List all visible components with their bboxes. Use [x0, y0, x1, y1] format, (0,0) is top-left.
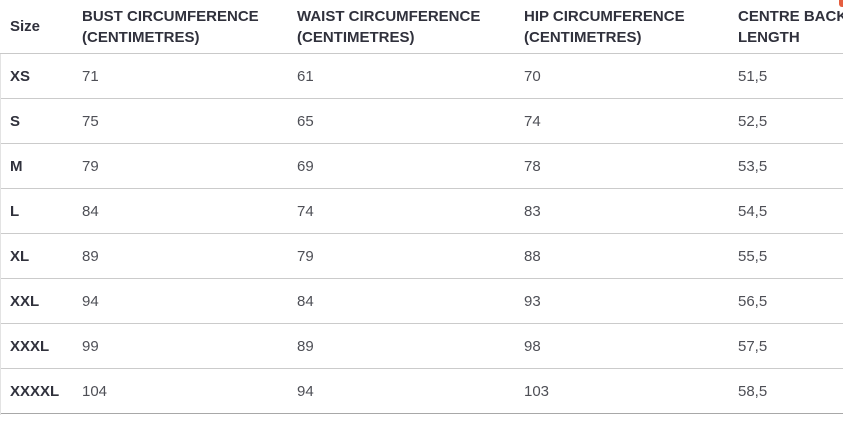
measurement-cell: 69	[297, 157, 314, 175]
size-label: S	[10, 112, 21, 130]
column-header-2: HIP CIRCUMFERENCE (CENTIMETRES)	[514, 0, 728, 54]
measurement-cell: 75	[82, 112, 99, 130]
measurement-cell: 61	[297, 67, 314, 85]
measurement-cell: 57,5	[738, 337, 768, 355]
table-row-xxxl: XXXL 99 89 98 57,5	[0, 324, 843, 369]
measurement-cell: 104	[82, 382, 108, 400]
measurement-cell: 65	[297, 112, 314, 130]
measurement-cell: 88	[524, 247, 541, 265]
table-row-m: M 79 69 78 53,5	[0, 144, 843, 189]
measurement-cell: 94	[82, 292, 99, 310]
table-row-xxl: XXL 94 84 93 56,5	[0, 279, 843, 324]
measurement-cell: 52,5	[738, 112, 768, 130]
measurement-cell: 98	[524, 337, 541, 355]
measurement-cell: 83	[524, 202, 541, 220]
measurement-cell: 94	[297, 382, 314, 400]
table-left-hairline	[0, 54, 1, 415]
size-label: XXL	[10, 292, 40, 310]
top-right-orange-fragment	[839, 0, 843, 7]
column-header-3: CENTRE BACK LENGTH	[728, 0, 843, 54]
measurement-cell: 74	[297, 202, 314, 220]
measurement-cell: 79	[82, 157, 99, 175]
column-header-1: WAIST CIRCUMFERENCE (CENTIMETRES)	[287, 0, 514, 54]
measurement-cell: 99	[82, 337, 99, 355]
table-row-xxxxl: XXXXL 104 94 103 58,5	[0, 369, 843, 414]
table-row-l: L 84 74 83 54,5	[0, 189, 843, 234]
table-row-xl: XL 89 79 88 55,5	[0, 234, 843, 279]
size-label: XXXL	[10, 337, 50, 355]
measurement-cell: 51,5	[738, 67, 768, 85]
size-label: M	[10, 157, 23, 175]
table-row-xs: XS 71 61 70 51,5	[0, 54, 843, 99]
measurement-cell: 93	[524, 292, 541, 310]
measurement-cell: 103	[524, 382, 550, 400]
measurement-cell: 84	[82, 202, 99, 220]
size-chart-table: Size BUST CIRCUMFERENCE (CENTIMETRES) WAIS…	[0, 0, 843, 414]
size-label: XL	[10, 247, 30, 265]
measurement-cell: 56,5	[738, 292, 768, 310]
size-label: XXXXL	[10, 382, 60, 400]
measurement-cell: 78	[524, 157, 541, 175]
table-row-s: S 75 65 74 52,5	[0, 99, 843, 144]
measurement-cell: 79	[297, 247, 314, 265]
measurement-cell: 55,5	[738, 247, 768, 265]
size-chart-header: Size BUST CIRCUMFERENCE (CENTIMETRES) WAIS…	[0, 0, 843, 54]
measurement-cell: 71	[82, 67, 99, 85]
measurement-cell: 89	[297, 337, 314, 355]
measurement-cell: 89	[82, 247, 99, 265]
size-label: L	[10, 202, 20, 220]
measurement-cell: 84	[297, 292, 314, 310]
measurement-cell: 70	[524, 67, 541, 85]
size-chart-body: XS 71 61 70 51,5 S 75 65 74 52,5 M 79 69 78 53,5 L 84 74 8…	[0, 54, 843, 414]
measurement-cell: 74	[524, 112, 541, 130]
measurement-cell: 54,5	[738, 202, 768, 220]
column-header-size: Size	[0, 0, 72, 54]
measurement-cell: 58,5	[738, 382, 768, 400]
column-header-0: BUST CIRCUMFERENCE (CENTIMETRES)	[72, 0, 287, 54]
size-label: XS	[10, 67, 31, 85]
measurement-cell: 53,5	[738, 157, 768, 175]
header-row: Size BUST CIRCUMFERENCE (CENTIMETRES) WAIS…	[0, 0, 843, 54]
